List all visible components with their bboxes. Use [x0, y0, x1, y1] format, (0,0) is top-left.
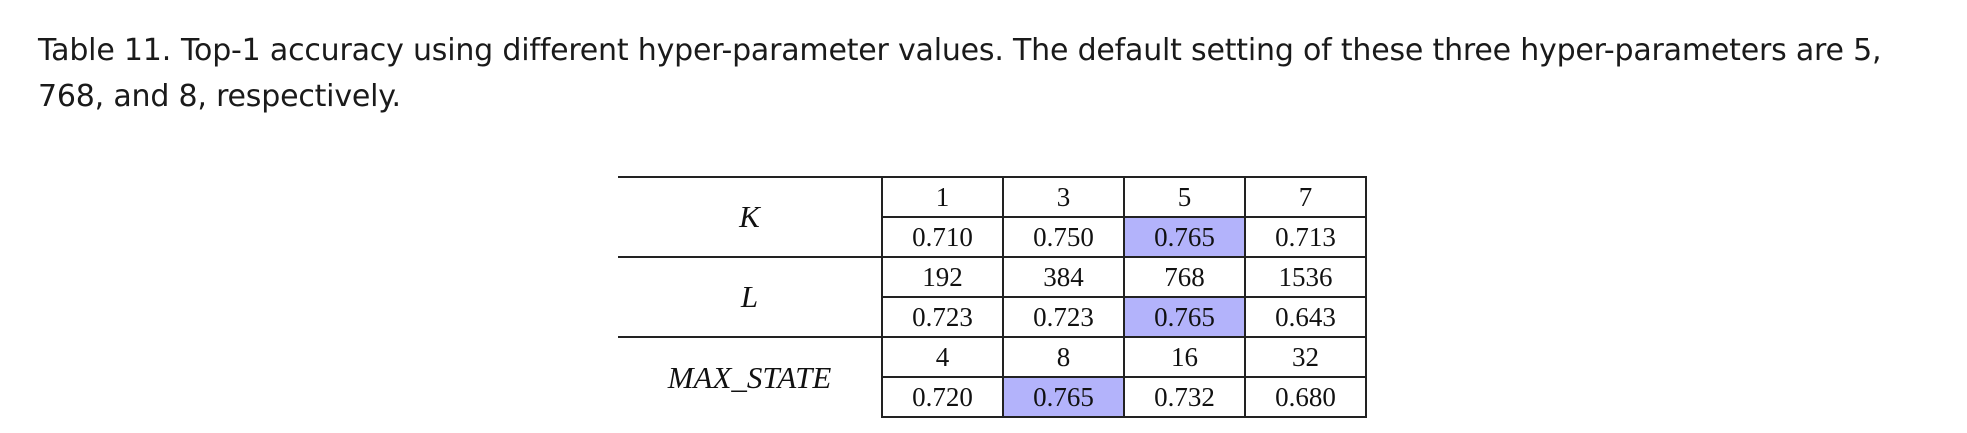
param-value-cell: 8 [1002, 336, 1125, 377]
accuracy-cell: 0.643 [1244, 296, 1367, 337]
table-row: K 1 3 5 7 [618, 176, 1367, 257]
param-name-k: K [618, 176, 883, 257]
accuracy-cell: 0.750 [1002, 216, 1125, 257]
param-name-max-state: MAX_STATE [618, 336, 883, 417]
param-value-cell: 4 [881, 336, 1004, 377]
accuracy-cell: 0.723 [1002, 296, 1125, 337]
caption-label: Table 11. [38, 33, 172, 68]
accuracy-cell: 0.765 [1123, 216, 1246, 257]
table-row: MAX_STATE 4 8 16 32 [618, 336, 1367, 417]
caption-text: Top-1 accuracy using different hyper-par… [38, 33, 1882, 114]
param-value-cell: 192 [881, 256, 1004, 297]
table-row: L 192 384 768 1536 [618, 256, 1367, 337]
param-value-cell: 1 [881, 176, 1004, 217]
accuracy-cell: 0.680 [1244, 376, 1367, 418]
param-value-cell: 5 [1123, 176, 1246, 217]
table-row: 0.710 0.750 0.765 0.713 [618, 216, 1367, 257]
param-value-cell: 16 [1123, 336, 1246, 377]
table-row: 0.723 0.723 0.765 0.643 [618, 296, 1367, 337]
table-row: 0.720 0.765 0.732 0.680 [618, 376, 1367, 418]
param-value-cell: 7 [1244, 176, 1367, 217]
table-caption: Table 11. Top-1 accuracy using different … [38, 28, 1938, 120]
accuracy-cell: 0.723 [881, 296, 1004, 337]
accuracy-cell: 0.765 [1123, 296, 1246, 337]
accuracy-cell: 0.713 [1244, 216, 1367, 257]
param-name-l: L [618, 256, 883, 337]
accuracy-cell: 0.710 [881, 216, 1004, 257]
param-value-cell: 768 [1123, 256, 1246, 297]
param-value-cell: 384 [1002, 256, 1125, 297]
param-value-cell: 32 [1244, 336, 1367, 377]
accuracy-cell: 0.720 [881, 376, 1004, 418]
param-value-cell: 1536 [1244, 256, 1367, 297]
param-value-cell: 3 [1002, 176, 1125, 217]
hyperparameter-table: K 1 3 5 7 0.710 0.750 0.765 0.713 L 192 … [618, 176, 1367, 418]
accuracy-cell: 0.732 [1123, 376, 1246, 418]
accuracy-cell: 0.765 [1002, 376, 1125, 418]
